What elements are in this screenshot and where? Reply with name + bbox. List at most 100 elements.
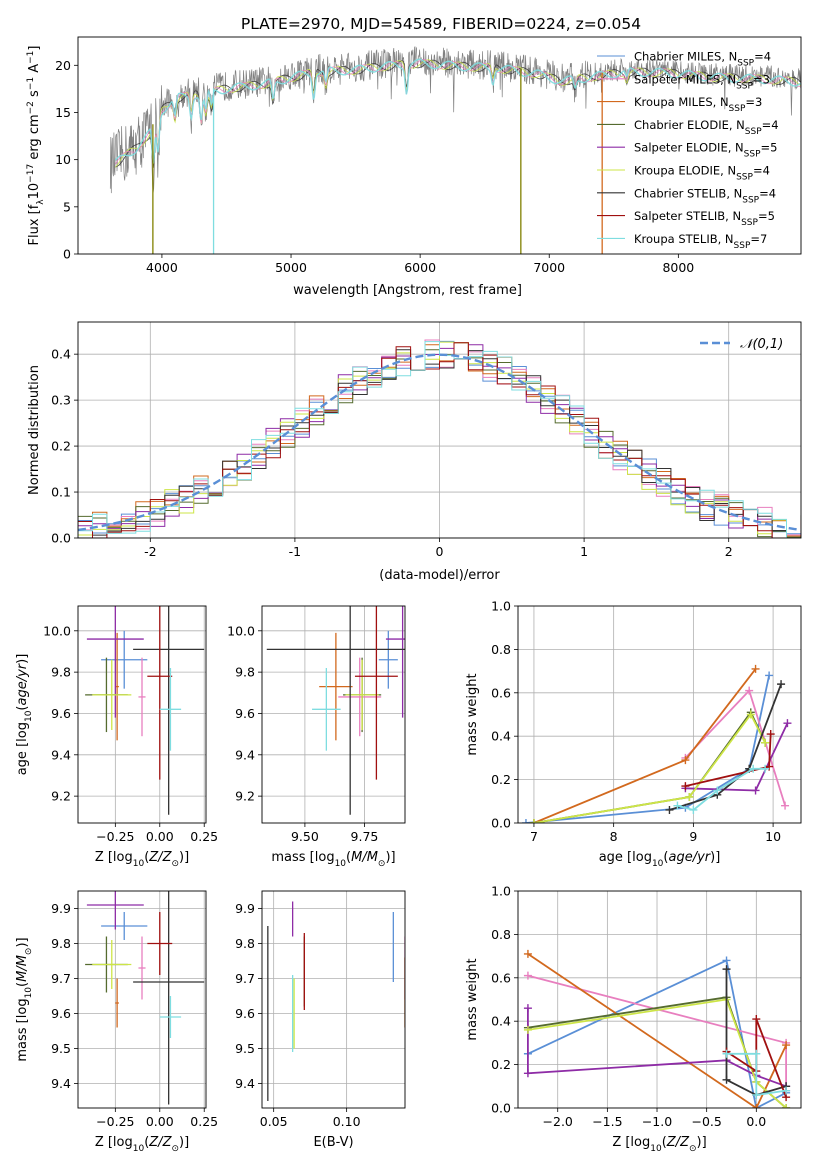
label-part: −1	[26, 51, 36, 64]
series-marker-kroupa_miles	[523, 949, 532, 958]
label-part: Kroupa STELIB, N	[634, 232, 734, 246]
y-tick-label: 20	[55, 58, 71, 73]
y-tick-label: 0.6	[491, 685, 511, 700]
series-marker-salpeter_stelib	[752, 1015, 761, 1024]
x-axis-label: age [log10(age/yr)]	[599, 850, 721, 869]
y-tick-label: 0.0	[51, 531, 71, 546]
label-part: age/yr	[668, 850, 711, 865]
plot-area	[109, 46, 801, 254]
series-marker-kroupa_stelib	[673, 801, 682, 810]
y-tick-label: 9.7	[51, 971, 71, 986]
panel-residual_histogram: -2 -1 0 1 2 0.0 0.1 0.2 0.3 0.4 𝒩(0,1) (data-model)…	[27, 321, 802, 583]
y-tick-label: 0	[63, 247, 71, 262]
gaussian-curve	[78, 353, 801, 532]
series-marker-kroupa_elodie	[746, 710, 755, 719]
series-marker-kroupa_stelib	[761, 764, 770, 773]
y-axis-label: Normed distribution	[27, 365, 42, 495]
axes-frame	[77, 890, 207, 1109]
y-tick-label: 9.2	[235, 789, 255, 804]
label-part: age [log	[15, 722, 30, 775]
label-part: Chabrier MILES, N	[634, 50, 737, 64]
x-tick-label: −1.5	[592, 1114, 622, 1129]
x-tick-label: 2	[725, 544, 733, 559]
label-part: (	[346, 850, 351, 865]
series-marker-kroupa_stelib	[752, 1090, 761, 1099]
label-part: A	[27, 64, 42, 77]
label-part: (	[15, 982, 30, 987]
y-tick-label: 0.1	[51, 485, 71, 500]
x-tick-label: 9	[689, 829, 697, 844]
x-axis-label: Z [log10(Z/Z⊙)]	[95, 850, 189, 869]
y-tick-label: 0.8	[491, 642, 511, 657]
label-part: Z/Z	[148, 1135, 172, 1150]
label-part: SSP	[741, 218, 758, 228]
label-part: −2	[26, 101, 36, 114]
label-part: M/M	[351, 850, 378, 865]
y-axis-label: mass weight	[465, 673, 480, 755]
y-tick-label: 0.2	[491, 1057, 511, 1072]
series-marker-kroupa_elodie	[761, 738, 770, 747]
label-part: 10	[133, 1144, 145, 1154]
x-tick-label: 0.25	[190, 1114, 218, 1129]
x-tick-label: 0.10	[333, 1114, 361, 1129]
y-tick-label: 10.0	[227, 623, 255, 638]
series-marker-salpeter_miles	[781, 801, 790, 810]
axes-frame	[77, 36, 802, 255]
plot-area	[78, 606, 206, 823]
x-tick-label: 5000	[275, 260, 307, 275]
x-tick-label: −0.5	[691, 1114, 721, 1129]
series-line-chabrier_elodie	[533, 710, 766, 823]
label-part: (	[144, 1135, 149, 1150]
label-part: 10	[652, 859, 664, 869]
y-axis-label: age [log10(age/yr)]	[15, 654, 34, 776]
series-line-kroupa_miles	[527, 953, 787, 1108]
axes-frame	[261, 890, 406, 1109]
y-tick-label: 5	[63, 199, 71, 214]
series-marker-kroupa_stelib	[722, 1049, 731, 1058]
x-tick-label: 0.05	[260, 1114, 288, 1129]
plot-area	[262, 891, 405, 1108]
y-tick-label: 0.4	[51, 347, 71, 362]
label-part: SSP	[745, 127, 762, 137]
x-axis-label: mass [log10(M/M⊙)]	[271, 850, 395, 869]
y-tick-label: 9.2	[51, 789, 71, 804]
label-part: age [log	[599, 850, 652, 865]
y-tick-label: 1.0	[491, 884, 511, 899]
series-line-kroupa_miles	[533, 668, 757, 823]
series-marker-kroupa_stelib	[752, 1049, 761, 1058]
y-tick-label: 0.0	[491, 816, 511, 831]
x-tick-label: 0.00	[146, 1114, 174, 1129]
series-marker-kroupa_stelib	[689, 805, 698, 814]
label-part: SSP	[737, 59, 754, 69]
y-tick-label: 0.4	[491, 729, 511, 744]
histogram-step-salpeter_stelib	[78, 342, 801, 538]
axes-frame	[517, 605, 802, 824]
x-tick-label: 7000	[533, 260, 565, 275]
axes-frame	[517, 890, 802, 1109]
label-part: SSP	[736, 173, 753, 183]
label-part: Flux [f	[27, 204, 42, 245]
label-part: ⊙	[689, 1144, 697, 1154]
label-part: Z/Z	[148, 850, 172, 865]
label-part: Z [log	[95, 1135, 133, 1150]
series-marker-salpeter_elodie	[523, 1069, 532, 1078]
y-tick-label: 0.2	[51, 439, 71, 454]
label-part: 10	[24, 710, 34, 722]
label-part: )]	[179, 850, 189, 865]
label-part: Z [log	[95, 850, 133, 865]
y-tick-label: 0.4	[491, 1014, 511, 1029]
plot-area	[518, 891, 801, 1108]
x-tick-label: 0.00	[146, 829, 174, 844]
series-marker-chabrier_miles	[765, 671, 774, 680]
y-tick-label: 10.0	[43, 623, 71, 638]
label-part: −1	[26, 77, 36, 90]
axes-frame	[77, 605, 207, 824]
x-tick-label: −0.25	[96, 1114, 134, 1129]
series-marker-chabrier_miles	[521, 819, 530, 823]
y-tick-label: 0.0	[491, 1101, 511, 1116]
label-part: (	[15, 706, 30, 711]
label-part: )]	[710, 850, 720, 865]
y-tick-label: 9.8	[235, 936, 255, 951]
y-tick-label: 9.8	[51, 665, 71, 680]
